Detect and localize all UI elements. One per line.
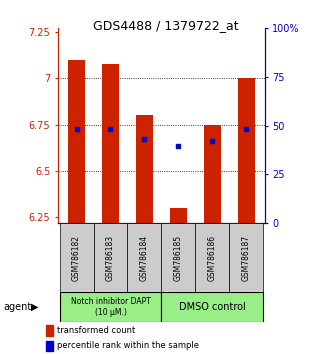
Text: GSM786187: GSM786187 [242,234,251,281]
Bar [162,223,195,292]
Bar [94,223,127,292]
Text: DMSO control: DMSO control [179,302,246,312]
Bar [195,223,229,292]
Bar [102,64,119,223]
Bar [162,292,263,322]
Text: ▶: ▶ [31,302,38,312]
Text: GDS4488 / 1379722_at: GDS4488 / 1379722_at [93,19,238,33]
Text: Notch inhibitor DAPT
(10 μM.): Notch inhibitor DAPT (10 μM.) [71,297,150,317]
Bar [229,223,263,292]
Text: transformed count: transformed count [57,326,136,335]
Text: GSM786185: GSM786185 [174,234,183,281]
Text: percentile rank within the sample: percentile rank within the sample [57,341,199,350]
Bar [170,208,187,223]
Text: GSM786183: GSM786183 [106,234,115,281]
Bar [60,223,94,292]
Bar [136,115,153,223]
Bar [46,341,53,351]
Bar [127,223,162,292]
Text: agent: agent [3,302,31,312]
Bar [68,60,85,223]
Bar [204,125,221,223]
Bar [60,292,162,322]
Bar [238,78,255,223]
Bar [46,325,53,336]
Text: GSM786184: GSM786184 [140,234,149,281]
Text: GSM786182: GSM786182 [72,235,81,280]
Text: GSM786186: GSM786186 [208,234,217,281]
